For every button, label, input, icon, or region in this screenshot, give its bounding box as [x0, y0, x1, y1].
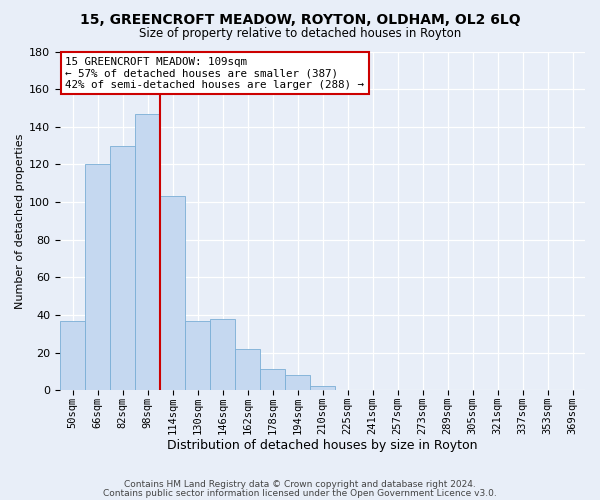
- Y-axis label: Number of detached properties: Number of detached properties: [15, 133, 25, 308]
- Bar: [185, 320, 210, 390]
- Text: 15 GREENCROFT MEADOW: 109sqm
← 57% of detached houses are smaller (387)
42% of s: 15 GREENCROFT MEADOW: 109sqm ← 57% of de…: [65, 56, 364, 90]
- Bar: [110, 146, 135, 390]
- Bar: [210, 318, 235, 390]
- Bar: [160, 196, 185, 390]
- Bar: [260, 370, 285, 390]
- Text: Size of property relative to detached houses in Royton: Size of property relative to detached ho…: [139, 28, 461, 40]
- Text: 15, GREENCROFT MEADOW, ROYTON, OLDHAM, OL2 6LQ: 15, GREENCROFT MEADOW, ROYTON, OLDHAM, O…: [80, 12, 520, 26]
- Bar: [310, 386, 335, 390]
- Bar: [60, 320, 85, 390]
- Text: Contains public sector information licensed under the Open Government Licence v3: Contains public sector information licen…: [103, 488, 497, 498]
- Bar: [285, 375, 310, 390]
- Bar: [235, 349, 260, 390]
- Text: Contains HM Land Registry data © Crown copyright and database right 2024.: Contains HM Land Registry data © Crown c…: [124, 480, 476, 489]
- Bar: [85, 164, 110, 390]
- X-axis label: Distribution of detached houses by size in Royton: Distribution of detached houses by size …: [167, 440, 478, 452]
- Bar: [135, 114, 160, 390]
